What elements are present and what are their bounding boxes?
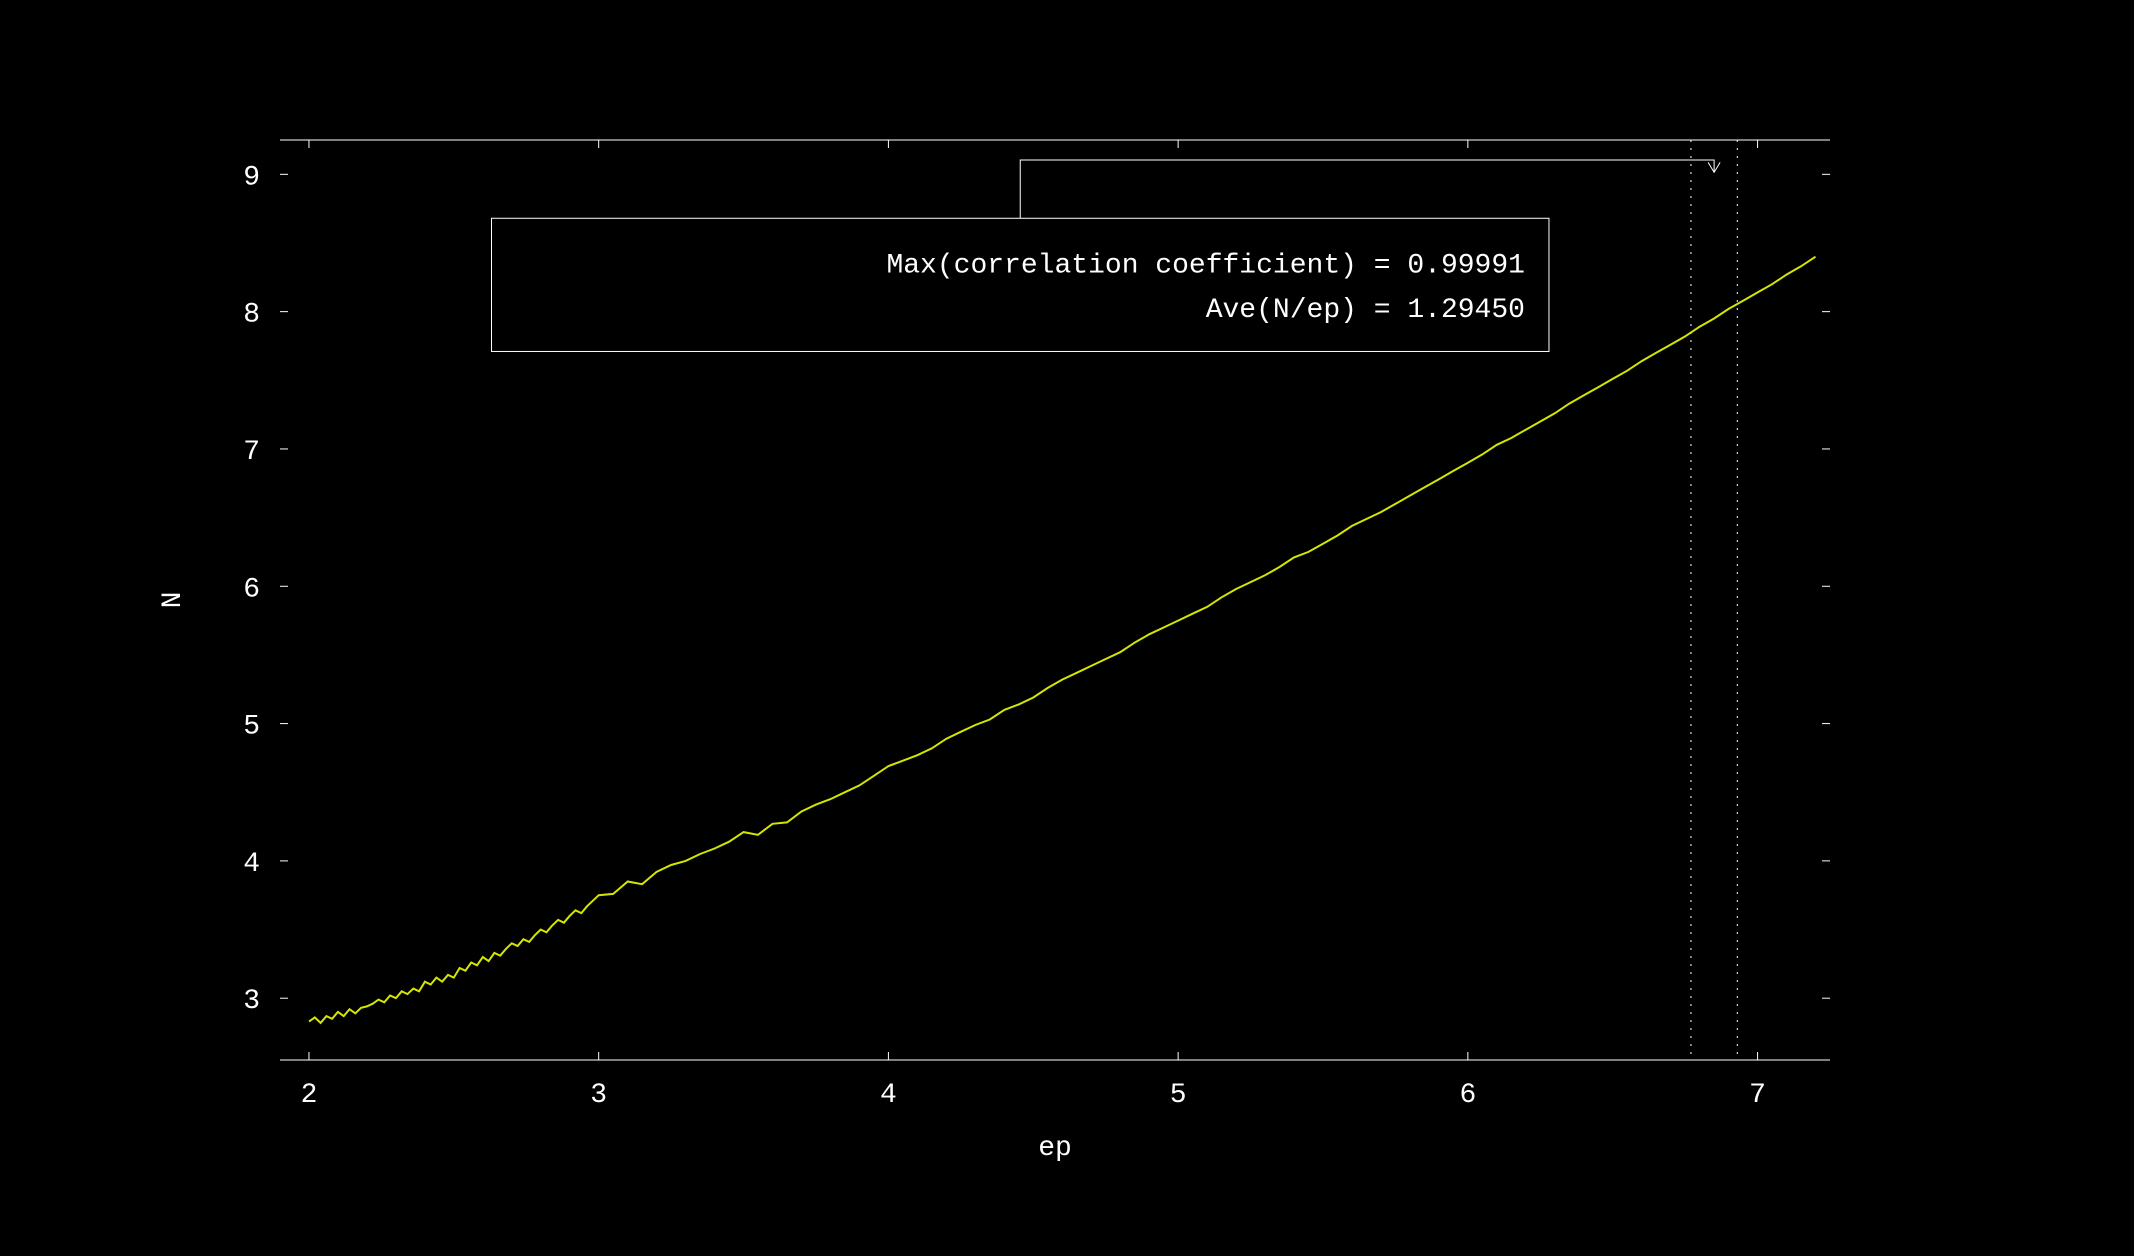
chart-background [0,0,2134,1256]
info-box-line: Ave(N/ep) = 1.29450 [1206,295,1525,326]
x-tick-label: 4 [880,1080,897,1111]
x-tick-label: 5 [1170,1080,1187,1111]
y-tick-label: 8 [243,300,260,331]
y-tick-label: 3 [243,986,260,1017]
y-axis-title: N [158,592,189,609]
x-axis-title: ep [1038,1133,1072,1164]
x-tick-label: 6 [1459,1080,1476,1111]
y-tick-label: 7 [243,437,260,468]
y-tick-label: 5 [243,712,260,743]
line-chart: 2 3 4 5 6 7 3 4 5 6 7 8 9 ep N Max(correlation coeffici… [0,0,2134,1256]
x-tick-label: 2 [301,1080,318,1111]
x-tick-label: 3 [590,1080,607,1111]
y-tick-label: 9 [243,162,260,193]
y-tick-label: 4 [243,849,260,880]
y-tick-label: 6 [243,574,260,605]
chart-container: 2 3 4 5 6 7 3 4 5 6 7 8 9 ep N Max(correlation coeffici… [0,0,2134,1256]
info-box-line: Max(correlation coefficient) = 0.99991 [886,251,1525,282]
x-tick-label: 7 [1749,1080,1766,1111]
